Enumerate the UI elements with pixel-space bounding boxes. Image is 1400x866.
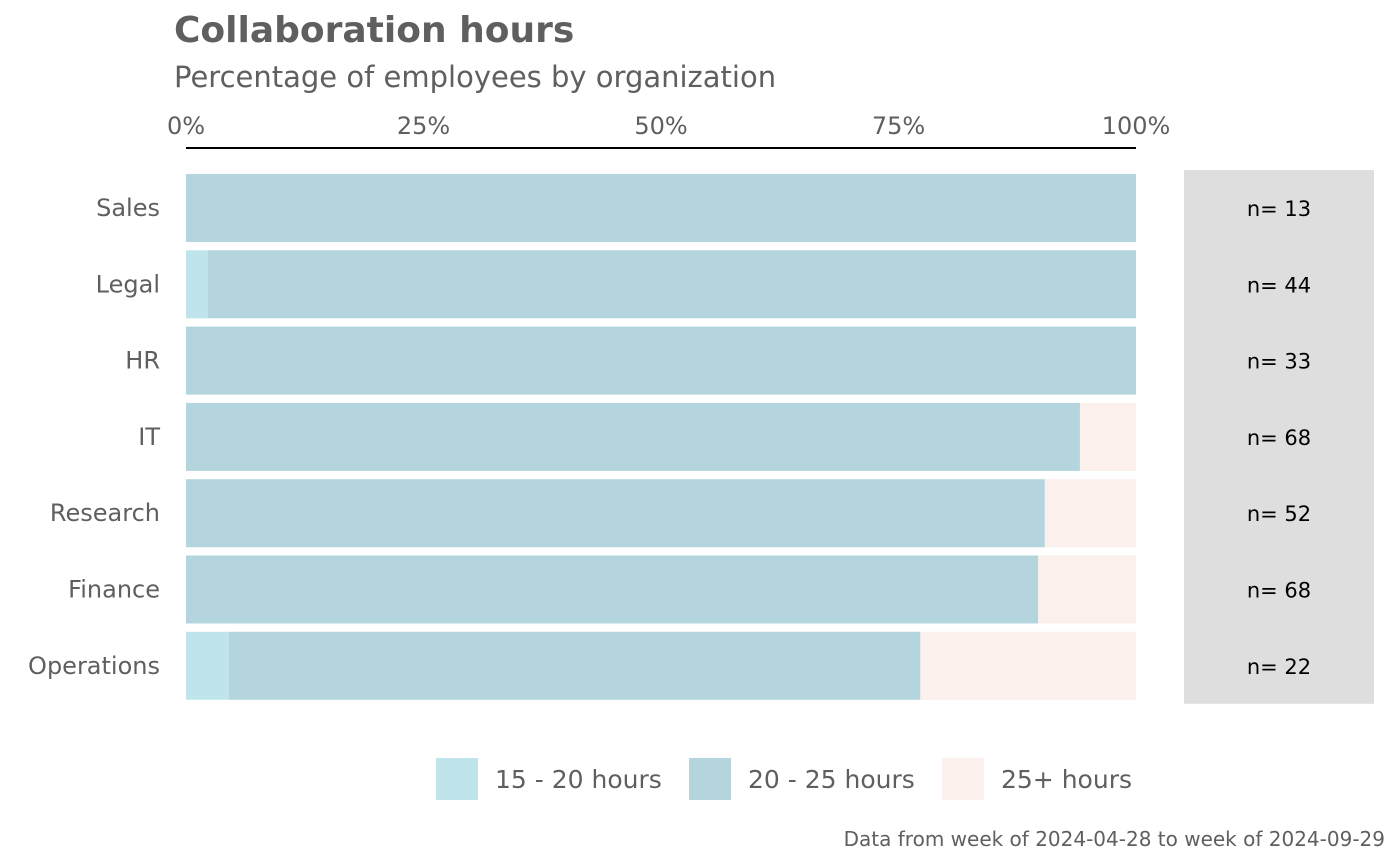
x-tick-label: 50% [634, 112, 687, 140]
category-label: Research [50, 499, 160, 527]
category-label: Finance [68, 576, 160, 604]
bar-research-series-1 [186, 479, 1045, 548]
bar-finance-series-1 [186, 555, 1039, 624]
x-axis: 0% 25% 50% 75% 100% [167, 112, 1171, 149]
n-panel-background [1184, 170, 1374, 704]
bar-hr-series-1 [186, 326, 1136, 395]
category-label: Sales [96, 194, 160, 222]
n-label: n= 68 [1247, 579, 1311, 603]
legend-swatch [436, 758, 478, 800]
category-labels: Sales Legal HR IT Research Finance Operations [28, 194, 160, 680]
x-tick-label: 100% [1102, 112, 1171, 140]
x-tick-label: 75% [872, 112, 925, 140]
n-label: n= 68 [1247, 426, 1311, 450]
bar-research-series-2 [1044, 479, 1136, 548]
legend: 15 - 20 hours 20 - 25 hours 25+ hours [436, 758, 1132, 800]
bar-finance-series-2 [1038, 555, 1136, 624]
category-label: HR [125, 347, 160, 375]
chart-subtitle: Percentage of employees by organization [174, 60, 776, 94]
n-label: n= 52 [1247, 502, 1311, 526]
n-label: n= 13 [1247, 197, 1311, 221]
n-label: n= 44 [1247, 273, 1311, 297]
bar-operations-series-2 [920, 631, 1136, 700]
chart-caption: Data from week of 2024-04-28 to week of … [844, 827, 1385, 851]
chart-title: Collaboration hours [174, 10, 574, 51]
bar-operations-series-0 [186, 631, 229, 700]
bar-it-series-1 [186, 402, 1080, 471]
legend-label: 25+ hours [1001, 765, 1132, 794]
legend-swatch [689, 758, 731, 800]
category-label: Legal [96, 270, 160, 298]
bars [186, 174, 1137, 700]
category-label: IT [138, 423, 160, 451]
bar-it-series-2 [1079, 402, 1136, 471]
n-label: n= 22 [1247, 655, 1311, 679]
bar-legal-series-1 [207, 250, 1137, 319]
legend-label: 15 - 20 hours [495, 765, 662, 794]
category-label: Operations [28, 652, 160, 680]
legend-label: 20 - 25 hours [748, 765, 915, 794]
n-panel: n= 13 n= 44 n= 33 n= 68 n= 52 n= 68 n= 22 [1184, 170, 1374, 704]
bar-legal-series-0 [186, 250, 208, 319]
x-tick-label: 0% [167, 112, 205, 140]
x-tick-label: 25% [397, 112, 450, 140]
bar-sales-series-1 [186, 174, 1136, 242]
legend-swatch [942, 758, 984, 800]
bar-operations-series-1 [228, 631, 921, 700]
n-label: n= 33 [1247, 350, 1311, 374]
